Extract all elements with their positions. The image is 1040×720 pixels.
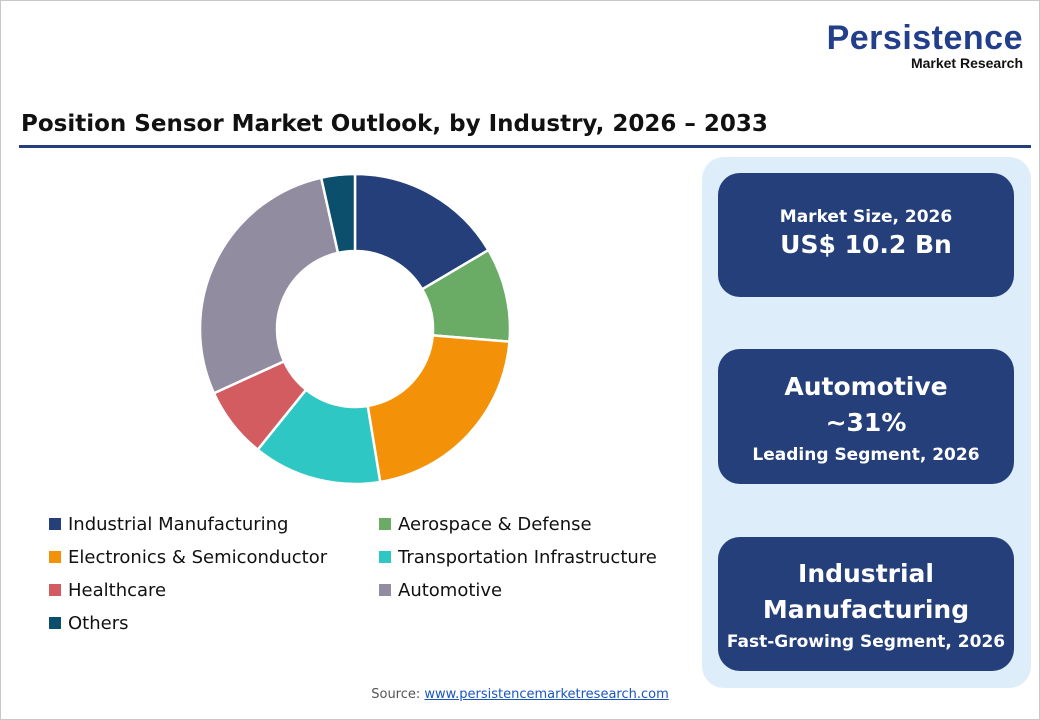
legend-item: Aerospace & Defense bbox=[379, 513, 689, 535]
slice-automotive bbox=[198, 176, 340, 395]
legend: Industrial Manufacturing Aerospace & Defe… bbox=[49, 513, 689, 634]
source-link[interactable]: www.persistencemarketresearch.com bbox=[424, 687, 669, 702]
title-divider bbox=[19, 145, 1031, 148]
logo-sub: Market Research bbox=[910, 55, 1023, 71]
source-line: Source: www.persistencemarketresearch.co… bbox=[1, 687, 1039, 702]
legend-label: Industrial Manufacturing bbox=[68, 513, 289, 535]
legend-swatch bbox=[379, 518, 391, 530]
legend-label: Automotive bbox=[398, 579, 503, 601]
legend-item: Transportation Infrastructure bbox=[379, 546, 689, 568]
slice-others bbox=[319, 172, 357, 255]
card-segment: Automotive bbox=[784, 371, 948, 401]
slice-electronics-semiconductor bbox=[366, 334, 511, 484]
legend-item: Automotive bbox=[379, 579, 689, 601]
card-segment-line2: Manufacturing bbox=[762, 595, 970, 624]
market-size-card: Market Size, 2026 US$ 10.2 Bn bbox=[718, 173, 1014, 297]
slice-industrial-manufacturing bbox=[353, 172, 491, 292]
legend-swatch bbox=[379, 584, 391, 596]
legend-swatch bbox=[49, 551, 61, 563]
card-label: Leading Segment, 2026 bbox=[752, 444, 980, 465]
legend-swatch bbox=[49, 584, 61, 596]
legend-label: Electronics & Semiconductor bbox=[68, 546, 328, 568]
legend-item: Others bbox=[49, 612, 379, 634]
chart-title: Position Sensor Market Outlook, by Indus… bbox=[21, 111, 768, 137]
card-value: ~31% bbox=[825, 407, 907, 437]
card-value: US$ 10.2 Bn bbox=[780, 230, 952, 259]
legend-item: Industrial Manufacturing bbox=[49, 513, 379, 535]
legend-item: Electronics & Semiconductor bbox=[49, 546, 379, 568]
legend-swatch bbox=[379, 551, 391, 563]
leading-segment-card: Automotive ~31% Leading Segment, 2026 bbox=[718, 349, 1014, 484]
card-label: Market Size, 2026 bbox=[779, 207, 953, 227]
logo-main: Persistence bbox=[826, 19, 1023, 57]
legend-swatch bbox=[49, 617, 61, 629]
legend-item: Healthcare bbox=[49, 579, 379, 601]
logo: Persistence Market Research bbox=[827, 21, 1023, 71]
source-label: Source: bbox=[371, 687, 421, 702]
card-segment-line1: Industrial bbox=[798, 559, 934, 588]
fast-growing-card: Industrial Manufacturing Fast-Growing Se… bbox=[718, 537, 1014, 671]
legend-label: Others bbox=[68, 612, 129, 634]
legend-swatch bbox=[49, 518, 61, 530]
legend-label: Aerospace & Defense bbox=[398, 513, 592, 535]
legend-label: Transportation Infrastructure bbox=[398, 546, 657, 568]
card-label: Fast-Growing Segment, 2026 bbox=[726, 632, 1006, 652]
legend-label: Healthcare bbox=[68, 579, 167, 601]
donut-chart bbox=[198, 172, 512, 486]
